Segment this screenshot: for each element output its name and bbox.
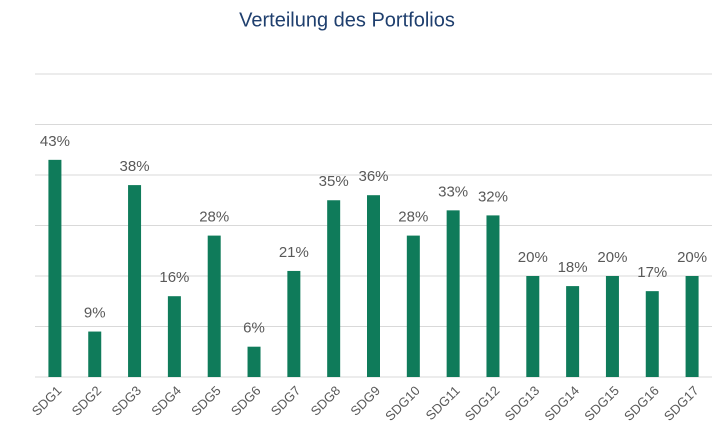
chart-title: Verteilung des Portfolios <box>239 9 455 31</box>
x-tick-label: SDG1 <box>29 383 65 419</box>
bar <box>685 276 699 377</box>
bar <box>645 291 659 377</box>
x-tick-label: SDG8 <box>308 383 344 419</box>
data-label: 6% <box>243 320 265 337</box>
data-label: 32% <box>478 188 508 205</box>
bar <box>88 331 102 377</box>
bar <box>367 195 380 377</box>
x-tick-label: SDG5 <box>188 383 224 419</box>
data-label: 20% <box>518 249 548 266</box>
data-label: 20% <box>597 249 627 266</box>
bar <box>486 215 500 377</box>
bar <box>48 159 62 377</box>
bar <box>446 210 460 377</box>
x-tick-label: SDG7 <box>268 383 304 419</box>
data-label: 28% <box>199 209 229 226</box>
data-label: 16% <box>159 269 189 286</box>
bar <box>566 286 580 377</box>
data-label: 28% <box>398 209 428 226</box>
data-label: 18% <box>558 259 588 276</box>
bar <box>287 270 301 377</box>
bar <box>128 185 142 377</box>
bar <box>167 296 181 377</box>
data-label: 38% <box>120 158 150 175</box>
bar <box>247 346 261 377</box>
x-tick-label: SDG14 <box>541 383 582 424</box>
x-tick-label: SDG6 <box>228 383 264 419</box>
bar <box>605 276 619 377</box>
x-tick-label: SDG11 <box>423 383 463 423</box>
x-tick-label: SDG2 <box>69 383 105 419</box>
x-tick-label: SDG9 <box>347 383 383 419</box>
x-tick-label: SDG10 <box>382 383 423 424</box>
data-label: 43% <box>40 133 70 150</box>
data-label: 17% <box>637 264 667 281</box>
data-label: 9% <box>84 305 106 322</box>
data-label: 35% <box>319 173 349 190</box>
x-tick-label: SDG15 <box>581 383 622 424</box>
x-tick-label: SDG17 <box>661 383 702 424</box>
data-label: 21% <box>279 244 309 261</box>
data-label: 33% <box>438 183 468 200</box>
data-label: 20% <box>677 249 707 266</box>
x-tick-label: SDG13 <box>502 383 543 424</box>
bar <box>406 235 420 377</box>
bar <box>526 276 540 377</box>
x-tick-label: SDG12 <box>462 383 503 424</box>
bar <box>207 235 221 377</box>
bar <box>327 200 341 377</box>
x-tick-label: SDG3 <box>108 383 144 419</box>
x-tick-label: SDG4 <box>148 383 184 419</box>
data-label: 36% <box>358 168 388 185</box>
x-tick-label: SDG16 <box>621 383 662 424</box>
